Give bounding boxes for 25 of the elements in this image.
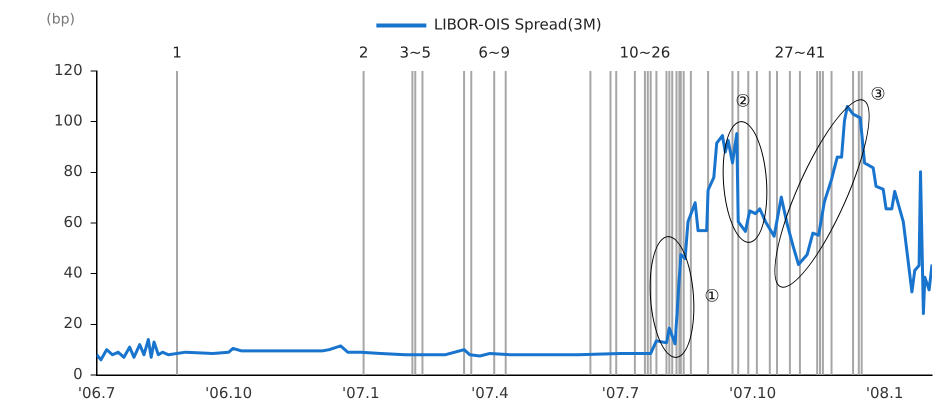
ref-line-label: 2 (358, 43, 368, 62)
y-axis-title: (bp) (46, 12, 75, 28)
ref-line-label: 1 (172, 43, 182, 62)
x-tick-label: '06.10 (205, 384, 252, 402)
y-tick-label: 20 (64, 314, 83, 332)
ref-line-label: 10~26 (620, 43, 670, 62)
ref-line-label: 6~9 (478, 43, 510, 62)
annotation: ② (735, 91, 751, 112)
x-tick-label: '07.1 (342, 384, 380, 402)
x-tick-label: '07.4 (471, 384, 509, 402)
y-tick-label: 80 (64, 162, 83, 180)
y-tick-label: 60 (64, 212, 83, 231)
annotation: ③ (870, 84, 886, 104)
annotation: ① (704, 286, 720, 306)
y-tick-label: 0 (73, 364, 83, 383)
x-tick-label: '07.10 (729, 384, 776, 402)
y-tick-label: 100 (54, 112, 83, 130)
ref-line-label: 27~41 (774, 43, 826, 62)
x-tick-label: '07.7 (602, 384, 640, 402)
y-tick-label: 120 (54, 60, 83, 79)
ref-line-label: 3~5 (399, 43, 432, 62)
x-tick-label: '08.1 (866, 384, 904, 402)
legend-label: LIBOR-OIS Spread(3M) (434, 15, 602, 34)
x-tick-label: '06.7 (78, 384, 116, 402)
y-tick-label: 40 (64, 264, 83, 282)
